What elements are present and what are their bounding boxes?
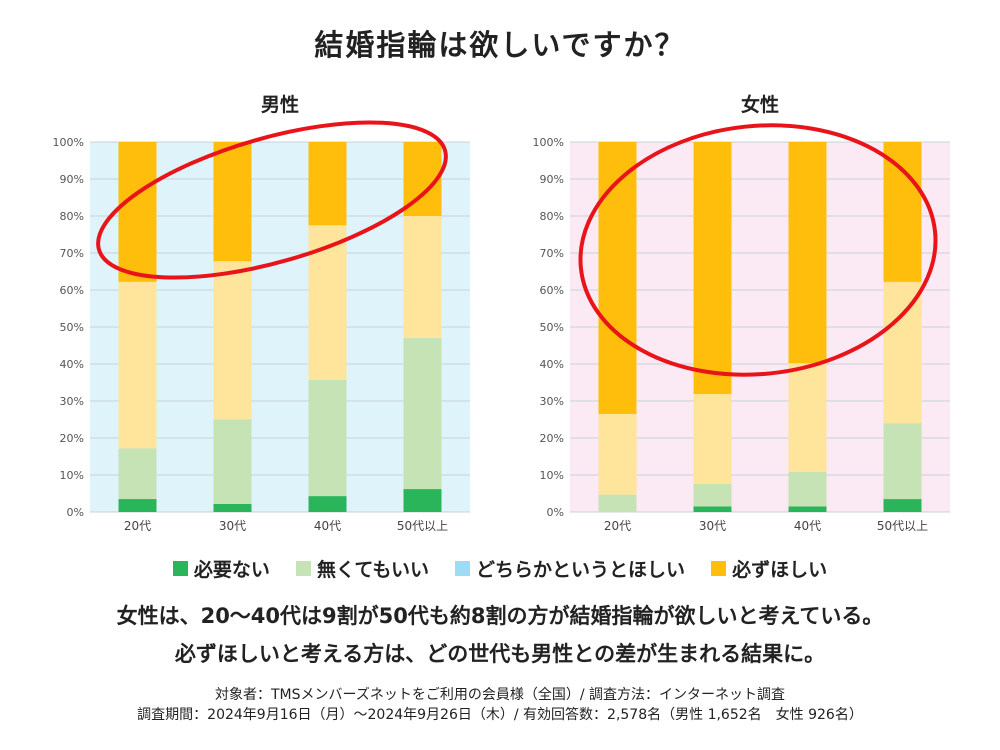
legend-item-none: 必要ない — [172, 555, 270, 582]
x-tick-label: 50代以上 — [397, 519, 448, 533]
bar-segment — [883, 281, 922, 424]
y-tick-label: 60% — [60, 284, 84, 297]
bar-segment — [883, 142, 922, 282]
highlight-ellipse — [96, 120, 448, 280]
y-tick-label: 30% — [540, 395, 564, 408]
chart-title: 男性 — [261, 93, 299, 116]
bar-segment — [403, 338, 442, 490]
y-tick-label: 70% — [540, 247, 564, 260]
bar-segment — [598, 494, 637, 512]
y-tick-label: 30% — [60, 395, 84, 408]
y-tick-label: 70% — [60, 247, 84, 260]
bar-segment — [788, 506, 827, 512]
y-tick-label: 20% — [60, 432, 84, 445]
summary-line-1: 女性は、20〜40代は9割が50代も約8割の方が結婚指輪が欲しいと考えている。 — [116, 604, 884, 628]
bar-segment — [693, 506, 732, 512]
bar-segment — [213, 503, 252, 512]
x-tick-label: 20代 — [604, 519, 631, 533]
bar-segment — [118, 281, 157, 449]
x-tick-label: 50代以上 — [877, 519, 928, 533]
bar-segment — [883, 499, 922, 512]
y-tick-label: 80% — [60, 210, 84, 223]
legend-swatch — [172, 561, 188, 576]
bar-segment — [598, 413, 637, 495]
summary-line-2: 必ずほしいと考える方は、どの世代も男性との差が生まれる結果に。 — [174, 642, 826, 666]
page-title: 結婚指輪は欲しいですか？ — [314, 28, 686, 62]
bar-segment — [213, 142, 252, 262]
bar-segment — [308, 496, 347, 512]
y-tick-label: 90% — [60, 173, 84, 186]
bar-segment — [693, 393, 732, 484]
bar-segment — [403, 489, 442, 512]
y-tick-label: 40% — [540, 358, 564, 371]
legend-label: どちらかというとほしい — [476, 559, 686, 581]
male-chart: 男性 0% 10% 20% 30% 40% 50% 60% 70% 80% 90% 100% 20代 30… — [40, 93, 470, 533]
bar-segment — [693, 142, 732, 394]
bar-segment — [118, 499, 157, 512]
bar-segment — [118, 142, 157, 282]
highlight-ellipse — [578, 123, 938, 377]
bar-segment — [118, 448, 157, 500]
y-tick-label: 80% — [540, 210, 564, 223]
y-tick-label: 0% — [67, 506, 84, 519]
footnote-line-2: 調査期間：2024年9月16日（月）〜2024年9月26日（木）/ 有効回答数：… — [137, 707, 863, 723]
x-tick-label: 30代 — [699, 519, 726, 533]
y-tick-label: 10% — [540, 469, 564, 482]
y-tick-label: 90% — [540, 173, 564, 186]
legend: 必要ない 無くてもいい どちらかというとほしい 必ずほしい — [0, 555, 1000, 582]
legend-swatch — [455, 561, 471, 576]
bar-segment — [308, 379, 347, 497]
legend-label: 無くてもいい — [316, 559, 430, 581]
female-chart-svg: 女性 0% 10% 20% 30% 40% 50% 60% 70% 80% 90% 100% 20代 30… — [533, 93, 950, 533]
x-tick-label: 40代 — [314, 519, 341, 533]
bar-segment — [788, 472, 827, 507]
bar-segment — [403, 216, 442, 339]
female-chart: 女性 0% 10% 20% 30% 40% 50% 60% 70% 80% 90% 100% 20代 30… — [520, 93, 950, 533]
y-tick-label: 0% — [547, 506, 564, 519]
y-tick-label: 50% — [540, 321, 564, 334]
footnote-line-1: 対象者：TMSメンバーズネットをご利用の会員様（全国）/ 調査方法：インターネッ… — [215, 687, 785, 703]
legend-swatch — [711, 561, 727, 576]
y-tick-label: 20% — [540, 432, 564, 445]
bar-segment — [213, 419, 252, 504]
bar-segment — [693, 483, 732, 507]
x-tick-label: 20代 — [124, 519, 151, 533]
y-tick-label: 100% — [533, 136, 564, 149]
legend-item-not-needed: 無くてもいい — [295, 555, 430, 582]
legend-item-somewhat-want: どちらかというとほしい — [455, 555, 685, 582]
bar-segment — [598, 142, 637, 414]
legend-item-definitely-want: 必ずほしい — [711, 555, 827, 582]
legend-label: 必ずほしい — [732, 559, 828, 581]
chart-title: 女性 — [741, 93, 779, 116]
bar-segment — [788, 363, 827, 473]
bar-segment — [308, 142, 347, 226]
y-tick-label: 60% — [540, 284, 564, 297]
y-tick-label: 50% — [60, 321, 84, 334]
bar-segment — [213, 261, 252, 420]
y-tick-label: 40% — [60, 358, 84, 371]
male-chart-svg: 男性 0% 10% 20% 30% 40% 50% 60% 70% 80% 90% 100% 20代 30… — [53, 93, 470, 533]
bar-segment — [883, 423, 922, 500]
y-tick-label: 100% — [53, 136, 84, 149]
x-tick-label: 40代 — [794, 519, 821, 533]
y-tick-label: 10% — [60, 469, 84, 482]
legend-swatch — [295, 561, 311, 576]
x-tick-label: 30代 — [219, 519, 246, 533]
bar-segment — [788, 142, 827, 364]
legend-label: 必要ない — [193, 559, 270, 581]
